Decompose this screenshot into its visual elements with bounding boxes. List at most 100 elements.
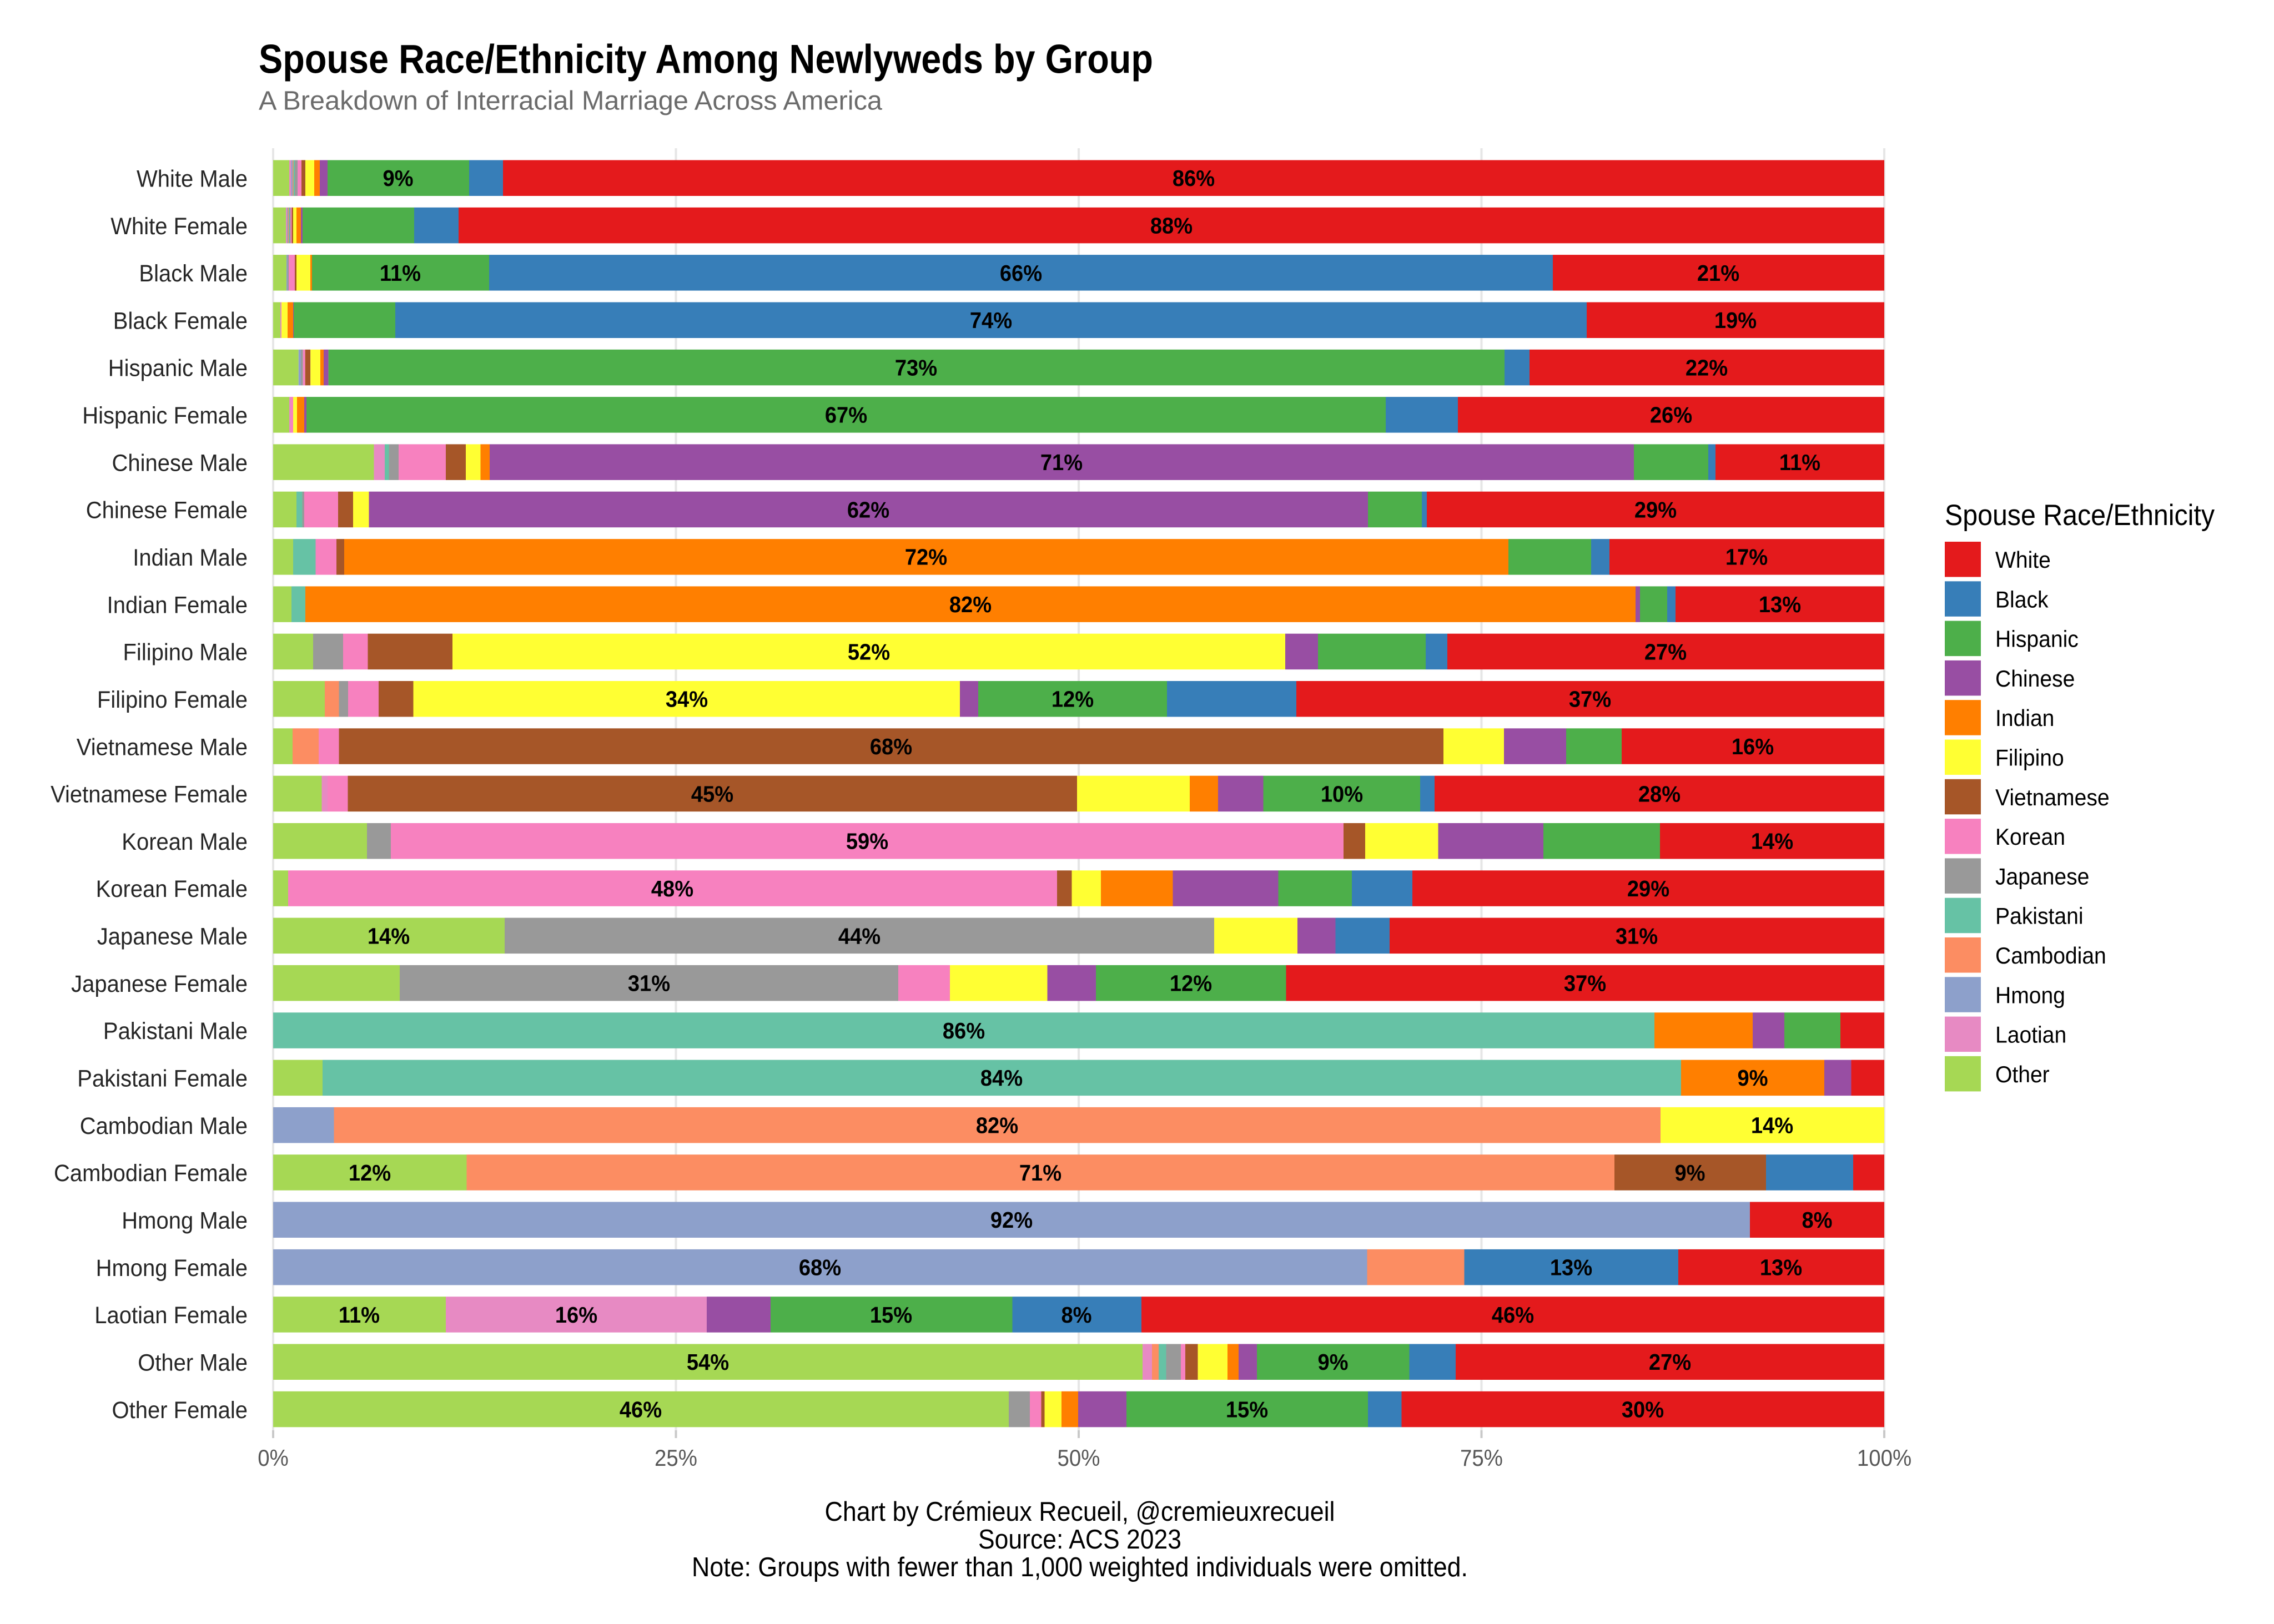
svg-text:59%: 59% [846,829,888,854]
svg-text:Cambodian Male: Cambodian Male [80,1113,248,1139]
svg-text:34%: 34% [666,687,708,712]
svg-text:67%: 67% [825,402,867,428]
svg-text:Filipino Female: Filipino Female [97,687,248,713]
svg-text:72%: 72% [905,544,947,570]
svg-text:82%: 82% [976,1113,1018,1138]
svg-text:22%: 22% [1686,355,1728,380]
svg-text:28%: 28% [1638,781,1681,806]
svg-text:25%: 25% [655,1445,697,1471]
svg-text:52%: 52% [848,639,890,664]
svg-text:11%: 11% [1779,450,1820,475]
svg-text:Japanese Female: Japanese Female [71,971,248,997]
svg-text:Hispanic Male: Hispanic Male [108,355,248,382]
svg-text:29%: 29% [1627,876,1669,901]
svg-text:Black: Black [1995,586,2049,612]
svg-text:31%: 31% [628,971,670,996]
svg-text:9%: 9% [1737,1065,1768,1091]
svg-text:9%: 9% [1674,1160,1705,1186]
svg-text:Hispanic: Hispanic [1995,626,2079,652]
svg-text:Note: Groups with fewer than 1: Note: Groups with fewer than 1,000 weigh… [692,1552,1468,1582]
svg-text:100%: 100% [1857,1445,1911,1471]
svg-text:16%: 16% [1732,734,1774,759]
svg-text:Pakistani: Pakistani [1995,903,2084,929]
svg-text:14%: 14% [368,923,410,949]
svg-text:11%: 11% [380,260,421,286]
svg-text:68%: 68% [799,1255,841,1280]
svg-text:Chart by Crémieux Recueil, @cr: Chart by Crémieux Recueil, @cremieuxrecu… [825,1497,1335,1527]
svg-text:44%: 44% [838,923,881,949]
svg-text:73%: 73% [895,355,937,380]
svg-text:Indian: Indian [1995,705,2054,731]
svg-text:Other: Other [1995,1061,2050,1087]
svg-text:A Breakdown of Interracial Mar: A Breakdown of Interracial Marriage Acro… [259,87,882,116]
svg-text:Chinese Female: Chinese Female [86,497,248,524]
svg-text:Other Male: Other Male [138,1349,248,1376]
svg-text:27%: 27% [1649,1349,1691,1375]
svg-text:37%: 37% [1564,971,1606,996]
svg-text:12%: 12% [1052,687,1094,712]
svg-text:48%: 48% [651,876,693,901]
svg-text:8%: 8% [1802,1207,1832,1233]
svg-text:31%: 31% [1616,923,1658,949]
svg-text:Hmong Female: Hmong Female [96,1255,248,1282]
svg-text:54%: 54% [687,1349,729,1375]
svg-text:30%: 30% [1622,1397,1664,1423]
svg-text:Other Female: Other Female [112,1397,248,1424]
svg-text:Filipino: Filipino [1995,745,2064,771]
svg-text:21%: 21% [1697,260,1739,286]
svg-text:10%: 10% [1321,781,1363,806]
svg-text:71%: 71% [1019,1160,1061,1186]
svg-text:12%: 12% [1170,971,1212,996]
svg-text:Japanese: Japanese [1995,864,2089,890]
svg-text:Pakistani Male: Pakistani Male [103,1018,248,1045]
svg-text:84%: 84% [980,1065,1023,1091]
svg-text:16%: 16% [555,1302,597,1328]
svg-text:19%: 19% [1714,307,1757,333]
svg-text:Hmong: Hmong [1995,982,2065,1008]
svg-text:9%: 9% [383,165,413,191]
svg-text:74%: 74% [970,307,1012,333]
svg-text:9%: 9% [1317,1349,1348,1375]
svg-text:Vietnamese: Vietnamese [1995,784,2110,810]
svg-text:13%: 13% [1550,1255,1592,1280]
svg-text:75%: 75% [1460,1445,1503,1471]
svg-text:12%: 12% [349,1160,391,1186]
svg-text:62%: 62% [847,497,889,522]
svg-text:Cambodian Female: Cambodian Female [54,1160,248,1187]
svg-text:82%: 82% [949,592,992,617]
svg-text:Indian Male: Indian Male [133,544,248,571]
svg-text:15%: 15% [870,1302,912,1328]
svg-text:13%: 13% [1759,592,1801,617]
svg-text:Spouse Race/Ethnicity Among Ne: Spouse Race/Ethnicity Among Newlyweds by… [259,37,1153,82]
svg-text:Hispanic Female: Hispanic Female [82,402,248,429]
svg-text:27%: 27% [1644,639,1687,664]
svg-text:26%: 26% [1650,402,1692,428]
svg-text:8%: 8% [1061,1302,1091,1328]
svg-text:17%: 17% [1725,544,1768,570]
svg-text:White Male: White Male [137,165,248,192]
svg-text:88%: 88% [1150,213,1193,239]
svg-text:86%: 86% [1173,165,1215,191]
svg-text:Vietnamese Male: Vietnamese Male [77,734,248,760]
svg-text:Black Male: Black Male [139,260,248,287]
svg-text:Indian Female: Indian Female [107,592,248,618]
svg-text:46%: 46% [620,1397,662,1423]
svg-text:Spouse Race/Ethnicity: Spouse Race/Ethnicity [1945,499,2215,532]
svg-text:Korean Female: Korean Female [96,876,248,902]
svg-text:Laotian: Laotian [1995,1022,2066,1048]
svg-text:92%: 92% [990,1207,1033,1233]
svg-text:37%: 37% [1569,687,1611,712]
svg-text:11%: 11% [339,1302,380,1328]
svg-text:Vietnamese Female: Vietnamese Female [51,781,248,808]
svg-text:Korean Male: Korean Male [122,829,248,855]
svg-text:45%: 45% [691,781,733,806]
svg-text:White Female: White Female [110,213,248,240]
svg-text:White: White [1995,547,2051,573]
svg-text:86%: 86% [943,1018,985,1043]
svg-text:29%: 29% [1634,497,1677,522]
svg-text:Chinese Male: Chinese Male [112,450,248,476]
svg-text:14%: 14% [1751,829,1793,854]
svg-text:Chinese: Chinese [1995,665,2075,692]
svg-text:Cambodian: Cambodian [1995,942,2106,969]
svg-text:66%: 66% [1000,260,1042,286]
